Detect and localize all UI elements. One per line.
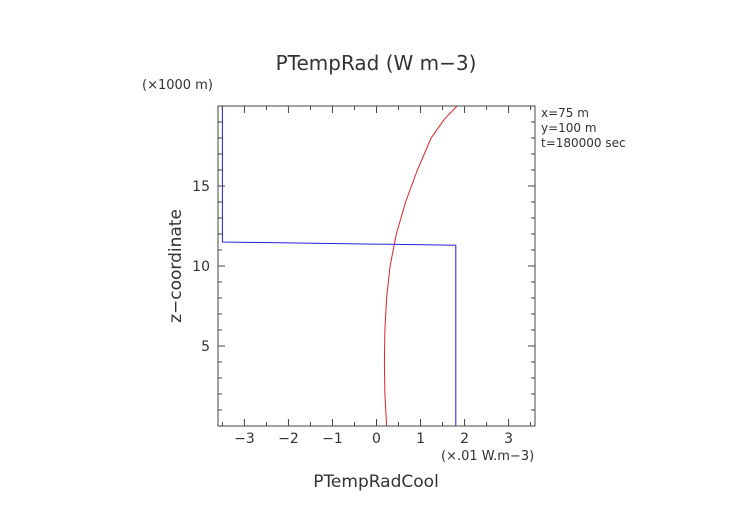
y-tick-label: 15 xyxy=(192,179,210,195)
y-axis-ticks: 5 10 15 xyxy=(192,121,535,411)
x-tick-label: 3 xyxy=(504,431,513,447)
series-line-2 xyxy=(221,106,457,426)
series-line-1 xyxy=(383,105,458,427)
x-tick-label: 0 xyxy=(372,431,381,447)
x-axis-label: PTempRadCool xyxy=(313,472,439,492)
y-axis-label: z−coordinate xyxy=(166,209,186,323)
annotations: x=75 my=100 mt=180000 sec xyxy=(541,106,626,150)
y-unit-label: (×1000 m) xyxy=(142,78,213,93)
chart-title: PTempRad (W m−3) xyxy=(276,51,477,75)
x-tick-label: −3 xyxy=(234,431,255,447)
x-axis-ticks: −3 −2 −1 0 1 2 3 xyxy=(221,106,532,447)
annotation-line: y=100 m xyxy=(541,121,597,135)
x-unit-label: (×.01 W.m−3) xyxy=(441,449,534,464)
annotation-line: x=75 m xyxy=(541,106,589,120)
x-tick-label: 2 xyxy=(460,431,469,447)
series-layer xyxy=(221,105,458,427)
plot-frame xyxy=(217,105,536,427)
x-tick-label: −2 xyxy=(278,431,299,447)
y-tick-label: 5 xyxy=(201,339,210,355)
x-tick-label: −1 xyxy=(322,431,343,447)
x-tick-label: 1 xyxy=(416,431,425,447)
y-tick-label: 10 xyxy=(192,259,210,275)
annotation-line: t=180000 sec xyxy=(541,136,626,150)
